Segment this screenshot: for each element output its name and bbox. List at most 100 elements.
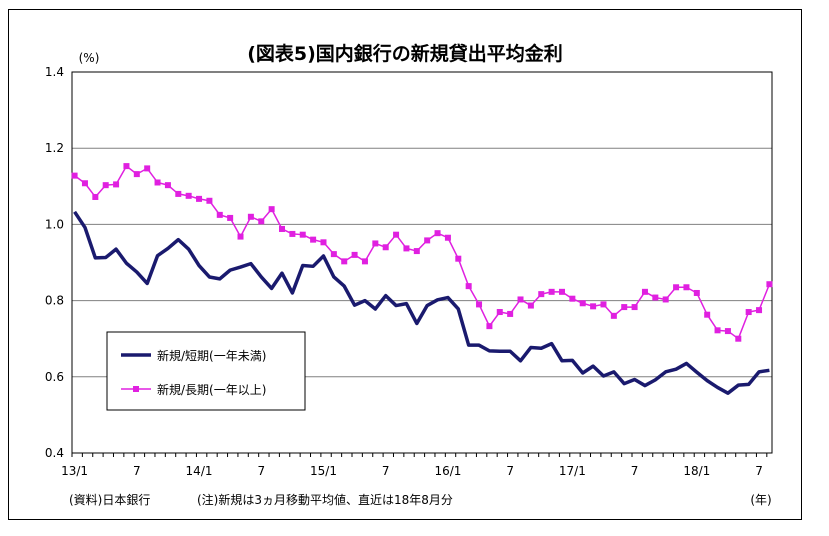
- data-point: [455, 255, 462, 262]
- legend-label-long-term: 新規/長期(一年以上): [157, 382, 266, 397]
- data-point: [641, 288, 648, 295]
- data-point: [444, 234, 451, 241]
- data-point: [361, 258, 368, 265]
- x-tick-label: 7: [133, 464, 141, 478]
- chart-title: (図表5)国内銀行の新規貸出平均金利: [247, 42, 563, 65]
- data-point: [517, 296, 524, 303]
- y-tick-label: 0.8: [45, 294, 64, 308]
- data-point: [372, 240, 379, 247]
- data-point: [227, 214, 234, 221]
- data-point: [631, 304, 638, 311]
- y-tick-label: 0.6: [45, 370, 64, 384]
- data-point: [299, 231, 306, 238]
- data-point: [465, 283, 472, 290]
- legend-marker-long-term: [133, 386, 139, 392]
- data-point: [673, 284, 680, 291]
- data-point: [310, 236, 317, 243]
- data-point: [569, 295, 576, 302]
- x-tick-label: 7: [257, 464, 265, 478]
- x-tick-label: 15/1: [310, 464, 337, 478]
- data-point: [144, 165, 151, 172]
- y-tick-label: 1.0: [45, 217, 64, 231]
- x-tick-label: 13/1: [61, 464, 88, 478]
- data-point: [683, 284, 690, 291]
- legend-label-short-term: 新規/短期(一年未満): [157, 348, 266, 363]
- legend-box: [106, 331, 306, 411]
- footnote-source: (資料)日本銀行: [69, 493, 150, 507]
- data-point: [486, 323, 493, 330]
- data-point: [154, 179, 161, 186]
- data-point: [164, 182, 171, 189]
- series-line: [73, 210, 770, 395]
- data-point: [196, 195, 203, 202]
- x-tick-label: 18/1: [683, 464, 710, 478]
- data-point: [289, 230, 296, 237]
- x-tick-label: 17/1: [559, 464, 586, 478]
- data-point: [704, 311, 711, 318]
- data-point: [756, 307, 763, 314]
- data-point: [92, 193, 99, 200]
- line-chart: (図表5)国内銀行の新規貸出平均金利 (%) 1.4 1.2 1.0 0.8 0.6 0.…: [45, 42, 773, 507]
- data-point: [351, 251, 358, 258]
- data-point: [735, 335, 742, 342]
- data-point: [424, 237, 431, 244]
- data-point: [652, 294, 659, 301]
- data-point: [745, 309, 752, 316]
- data-point: [175, 190, 182, 197]
- data-point: [185, 192, 192, 199]
- data-point: [133, 171, 140, 178]
- footnote-note: (注)新規は3ヵ月移動平均値、直近は18年8月分: [197, 492, 453, 507]
- data-point: [237, 233, 244, 240]
- data-point: [258, 218, 265, 225]
- data-point: [621, 304, 628, 311]
- y-axis-unit: (%): [79, 51, 100, 65]
- data-point: [476, 301, 483, 308]
- data-point: [123, 163, 130, 170]
- series-1: [71, 163, 773, 342]
- data-point: [434, 230, 441, 237]
- data-point: [496, 309, 503, 316]
- x-tick-label: 7: [382, 464, 390, 478]
- x-axis-unit: (年): [750, 493, 771, 507]
- data-point: [579, 300, 586, 307]
- y-axis-ticks: 1.4 1.2 1.0 0.8 0.6 0.4: [45, 65, 64, 460]
- data-point: [330, 251, 337, 258]
- x-tick-label: 7: [506, 464, 514, 478]
- chart-frame: (図表5)国内銀行の新規貸出平均金利 (%) 1.4 1.2 1.0 0.8 0.6 0.…: [8, 9, 802, 520]
- data-point: [610, 312, 617, 319]
- data-point: [206, 197, 213, 204]
- data-point: [600, 301, 607, 308]
- y-tick-label: 1.2: [45, 141, 64, 155]
- data-point: [102, 182, 109, 189]
- data-point: [403, 245, 410, 252]
- data-point: [724, 328, 731, 335]
- data-point: [527, 302, 534, 309]
- data-point: [662, 296, 669, 303]
- x-tick-label: 14/1: [186, 464, 213, 478]
- plot-area-border: [71, 71, 773, 454]
- x-tick-label: 7: [631, 464, 639, 478]
- series-0: [73, 210, 770, 395]
- data-point: [247, 213, 254, 220]
- data-point: [71, 172, 78, 179]
- x-tick-label: 7: [755, 464, 763, 478]
- legend: 新規/短期(一年未満) 新規/長期(一年以上): [106, 331, 306, 411]
- data-point: [714, 327, 721, 334]
- data-point: [341, 258, 348, 265]
- data-point: [268, 206, 275, 213]
- y-tick-label: 0.4: [45, 446, 64, 460]
- data-point: [393, 231, 400, 238]
- data-point: [413, 248, 420, 255]
- data-point: [693, 289, 700, 296]
- data-point: [766, 281, 773, 288]
- data-point: [548, 288, 555, 295]
- data-point: [559, 288, 565, 295]
- data-point: [113, 181, 120, 188]
- y-tick-label: 1.4: [45, 65, 64, 79]
- data-point: [320, 239, 327, 246]
- data-point: [507, 310, 514, 317]
- data-point: [538, 291, 545, 298]
- data-point: [590, 303, 597, 310]
- series-layer: [71, 163, 773, 395]
- x-axis-ticks: 13/1 7 14/1 7 15/1 7 16/1 7 17/1 7 18/1 7: [61, 453, 768, 478]
